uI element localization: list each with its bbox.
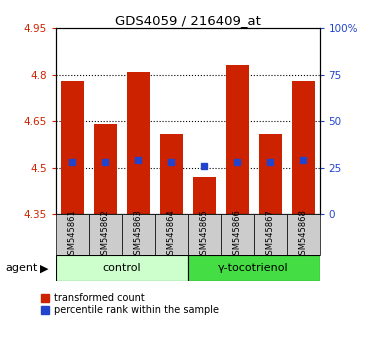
- Text: γ-tocotrienol: γ-tocotrienol: [218, 263, 289, 273]
- Bar: [94, 124, 117, 214]
- Text: GSM545868: GSM545868: [298, 209, 308, 260]
- Bar: [160, 133, 183, 214]
- Bar: [291, 81, 315, 214]
- Bar: [122, 214, 155, 255]
- Legend: transformed count, percentile rank within the sample: transformed count, percentile rank withi…: [42, 293, 219, 315]
- Text: GSM545865: GSM545865: [200, 209, 209, 260]
- Bar: [286, 214, 320, 255]
- Text: GSM545863: GSM545863: [134, 209, 143, 260]
- Bar: [259, 133, 282, 214]
- Bar: [56, 214, 89, 255]
- Bar: [127, 72, 150, 214]
- Text: GSM545867: GSM545867: [266, 209, 275, 260]
- Bar: [254, 214, 286, 255]
- Text: GSM545864: GSM545864: [167, 209, 176, 260]
- Bar: [188, 255, 320, 281]
- Text: GSM545862: GSM545862: [101, 209, 110, 260]
- Text: GSM545866: GSM545866: [233, 209, 242, 260]
- Bar: [192, 177, 216, 214]
- Text: agent: agent: [6, 263, 38, 273]
- Title: GDS4059 / 216409_at: GDS4059 / 216409_at: [115, 14, 261, 27]
- Text: GSM545861: GSM545861: [68, 209, 77, 260]
- Bar: [61, 81, 84, 214]
- Bar: [221, 214, 254, 255]
- Bar: [226, 65, 249, 214]
- Bar: [56, 255, 188, 281]
- Bar: [188, 214, 221, 255]
- Bar: [155, 214, 188, 255]
- Text: ▶: ▶: [40, 263, 49, 273]
- Text: control: control: [102, 263, 141, 273]
- Bar: [89, 214, 122, 255]
